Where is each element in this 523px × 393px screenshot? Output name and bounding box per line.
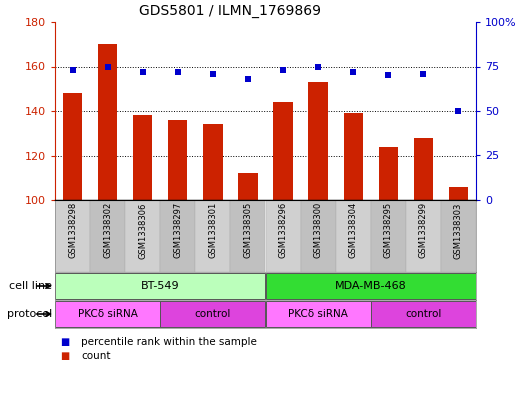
- Bar: [406, 200, 441, 272]
- Text: cell line: cell line: [9, 281, 52, 291]
- Point: [384, 72, 392, 79]
- Bar: [301, 200, 336, 272]
- Point: [104, 63, 112, 70]
- Bar: [125, 200, 160, 272]
- Bar: [371, 200, 406, 272]
- Text: GSM1338305: GSM1338305: [244, 202, 253, 259]
- Bar: [379, 147, 398, 200]
- Text: MDA-MB-468: MDA-MB-468: [335, 281, 406, 291]
- Bar: [90, 200, 125, 272]
- Text: GSM1338297: GSM1338297: [173, 202, 183, 259]
- Bar: [133, 116, 152, 200]
- Bar: [195, 200, 231, 272]
- Point: [244, 76, 252, 82]
- Text: BT-549: BT-549: [141, 281, 179, 291]
- Bar: [168, 120, 187, 200]
- Bar: [449, 187, 468, 200]
- Bar: [55, 301, 160, 327]
- Bar: [344, 113, 363, 200]
- Text: PKCδ siRNA: PKCδ siRNA: [78, 309, 138, 319]
- Bar: [266, 273, 476, 299]
- Bar: [231, 200, 266, 272]
- Bar: [336, 200, 371, 272]
- Bar: [266, 301, 371, 327]
- Bar: [309, 82, 328, 200]
- Point: [279, 67, 287, 73]
- Text: GSM1338304: GSM1338304: [349, 202, 358, 259]
- Text: GSM1338300: GSM1338300: [314, 202, 323, 259]
- Bar: [238, 173, 258, 200]
- Bar: [266, 200, 301, 272]
- Bar: [441, 200, 476, 272]
- Point: [139, 69, 147, 75]
- Text: ■: ■: [60, 337, 70, 347]
- Text: GSM1338298: GSM1338298: [68, 202, 77, 259]
- Bar: [274, 102, 293, 200]
- Point: [209, 70, 217, 77]
- Text: GSM1338296: GSM1338296: [279, 202, 288, 259]
- Bar: [55, 273, 266, 299]
- Bar: [55, 200, 90, 272]
- Point: [69, 67, 77, 73]
- Bar: [414, 138, 433, 200]
- Text: GSM1338301: GSM1338301: [208, 202, 218, 259]
- Bar: [160, 301, 266, 327]
- Text: GDS5801 / ILMN_1769869: GDS5801 / ILMN_1769869: [139, 4, 321, 18]
- Bar: [98, 44, 117, 200]
- Point: [419, 70, 428, 77]
- Point: [314, 63, 322, 70]
- Text: ■: ■: [60, 351, 70, 361]
- Bar: [371, 301, 476, 327]
- Point: [454, 108, 463, 114]
- Text: control: control: [195, 309, 231, 319]
- Point: [349, 69, 357, 75]
- Text: percentile rank within the sample: percentile rank within the sample: [81, 337, 257, 347]
- Text: protocol: protocol: [7, 309, 52, 319]
- Text: GSM1338295: GSM1338295: [384, 202, 393, 258]
- Bar: [63, 93, 82, 200]
- Point: [174, 69, 182, 75]
- Text: count: count: [81, 351, 111, 361]
- Text: PKCδ siRNA: PKCδ siRNA: [288, 309, 348, 319]
- Bar: [203, 124, 222, 200]
- Text: control: control: [405, 309, 441, 319]
- Text: GSM1338299: GSM1338299: [419, 202, 428, 258]
- Bar: [160, 200, 195, 272]
- Text: GSM1338303: GSM1338303: [454, 202, 463, 259]
- Text: GSM1338302: GSM1338302: [103, 202, 112, 259]
- Text: GSM1338306: GSM1338306: [138, 202, 147, 259]
